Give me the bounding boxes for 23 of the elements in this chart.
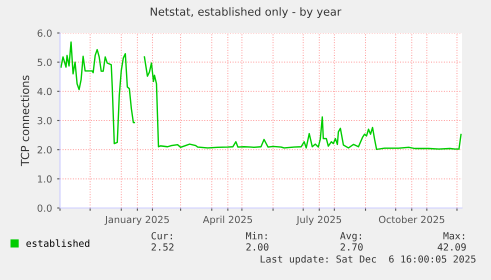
text: 2.00	[246, 243, 268, 251]
text: 2.52	[152, 243, 174, 251]
text: Last update: Sat Dec 6 16:00:05 2025	[260, 255, 476, 265]
y-tick-label: 0.0	[38, 204, 52, 212]
x-tick-label: January 2025	[104, 216, 169, 226]
text: Avg:	[340, 232, 362, 242]
text: Max:	[443, 232, 464, 240]
legend-label: established	[26, 239, 90, 247]
y-tick-label: 5.0	[38, 58, 52, 66]
chart-title: Netstat, established only - by year	[150, 7, 342, 18]
y-tick-label: 3.0	[38, 116, 52, 124]
x-tick-label: April 2025	[202, 216, 252, 226]
y-tick-label: 6.0	[38, 29, 52, 37]
y-tick-label: 1.0	[38, 175, 52, 183]
text: 42.09	[438, 243, 466, 251]
text: 2.70	[340, 243, 363, 251]
y-tick-label: 4.0	[37, 88, 52, 96]
x-tick-label: July 2025	[296, 216, 342, 226]
text: Cur:	[152, 232, 172, 240]
text: Min:	[246, 232, 267, 240]
y-axis-title: TCP connections	[20, 75, 30, 166]
y-tick-label: 2.0	[38, 146, 52, 154]
x-tick-label: October 2025	[378, 216, 444, 224]
